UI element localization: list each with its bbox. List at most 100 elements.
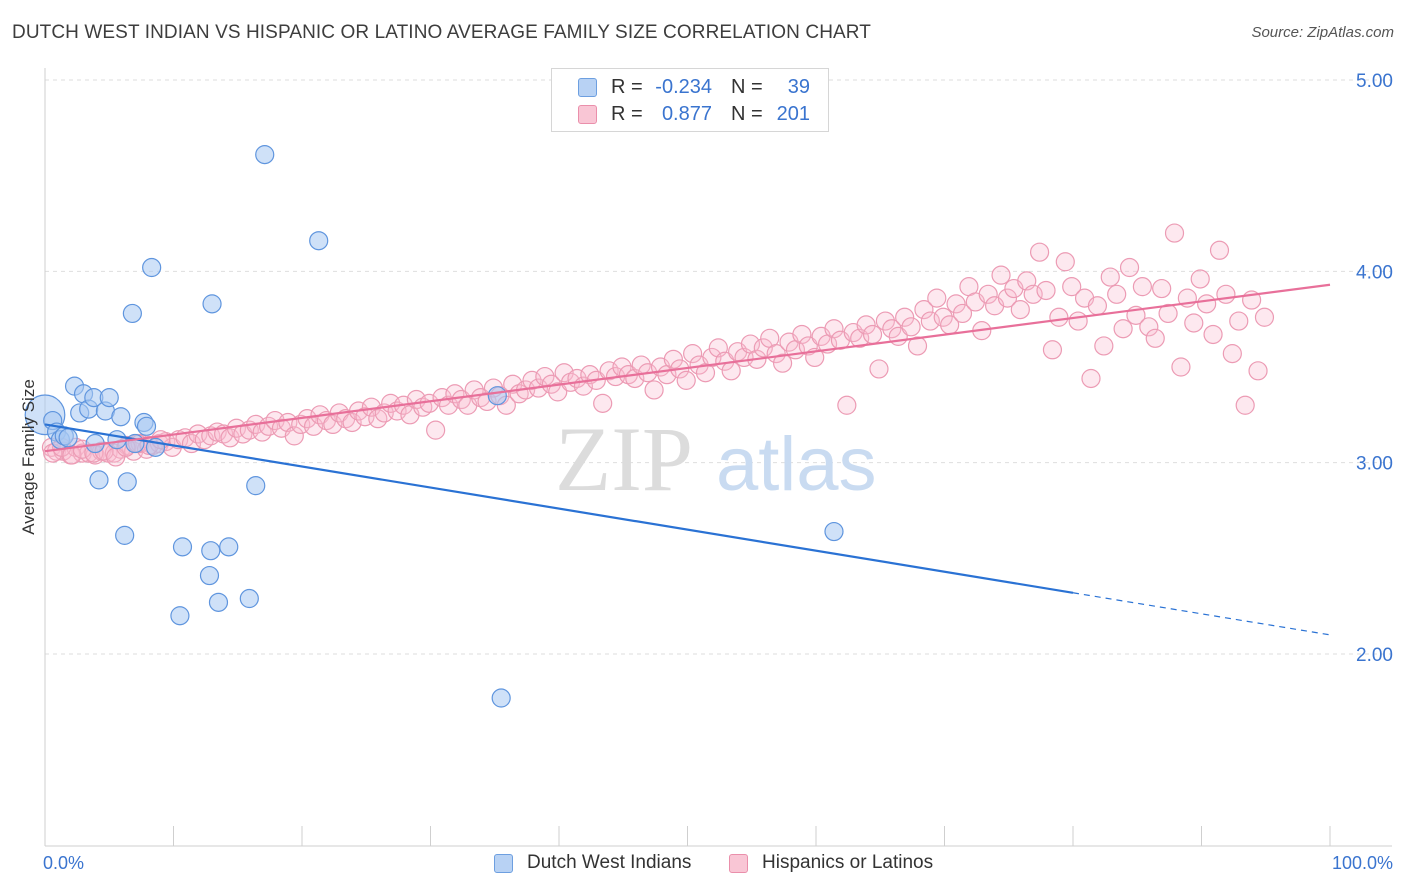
dutch-west-indian-point (172, 537, 193, 557)
hispanic-point (426, 420, 446, 440)
hispanic-point (1042, 340, 1063, 360)
hispanic-point (1152, 278, 1172, 299)
dutch-west-indian-trend-line (44, 423, 1074, 594)
series-legend-label: Hispanics or Latinos (762, 852, 934, 873)
series-swatch-blue (494, 854, 513, 873)
hispanic-point (1158, 303, 1178, 324)
series-swatch-pink (729, 854, 748, 873)
hispanic-point (683, 344, 703, 364)
hispanic-point (702, 347, 722, 368)
hispanic-point (663, 349, 683, 369)
legend-r-value: -0.234 (655, 76, 712, 98)
hispanic-point (997, 288, 1018, 308)
hispanic-point (1068, 311, 1088, 331)
series-legend-label: Dutch West Indians (527, 852, 692, 873)
hispanic-point (1184, 313, 1204, 333)
hispanic-point (548, 382, 568, 402)
dutch-west-indian-point (246, 476, 266, 496)
hispanic-point (1229, 311, 1249, 331)
dutch-west-indian-point (89, 470, 109, 490)
hispanic-point (676, 370, 696, 390)
hispanic-point (1107, 284, 1127, 304)
hispanic-point (1190, 269, 1210, 289)
hispanic-point (991, 265, 1011, 285)
hispanic-point (1222, 344, 1242, 364)
y-axis-label: Average Family Size (19, 379, 38, 535)
hispanic-point (952, 303, 973, 324)
dutch-west-indian-point (201, 541, 221, 561)
hispanic-point (1062, 277, 1082, 297)
watermark-zip: ZIP (555, 408, 693, 510)
source-label: Source: ZipAtlas.com (1251, 24, 1394, 41)
hispanic-point (1132, 277, 1152, 297)
correlation-legend: R = -0.234 N = 39 R = 0.877 N = 201 (551, 68, 829, 132)
legend-n-value: 39 (787, 76, 810, 98)
hispanic-point (772, 353, 793, 373)
hispanic-point (1216, 284, 1236, 304)
dutch-west-indian-point (111, 407, 131, 427)
dutch-west-indian-point (142, 257, 162, 278)
hispanic-point (1055, 252, 1075, 272)
hispanic-point (927, 288, 947, 308)
dutch-west-indian-point (136, 416, 157, 436)
hispanic-point (1023, 284, 1043, 304)
dutch-west-indian-trend-extension (1072, 592, 1331, 636)
legend-n-value: 201 (776, 103, 810, 125)
hispanic-point (920, 311, 940, 331)
hispanic-point (895, 307, 915, 327)
hispanic-point (798, 336, 818, 356)
dutch-west-indian-point (58, 428, 78, 448)
y-tick-label: 3.00 (1356, 454, 1393, 475)
hispanic-point (1235, 395, 1255, 415)
hispanic-point (1248, 361, 1268, 381)
dutch-west-indian-points-layer (24, 145, 844, 708)
watermark-atlas: atlas (716, 422, 877, 507)
hispanic-point (1081, 368, 1101, 389)
hispanic-point (856, 315, 876, 335)
dutch-west-indian-point (122, 303, 142, 324)
hispanic-point (1094, 336, 1114, 356)
hispanic-point (1119, 257, 1140, 278)
hispanic-point (1010, 300, 1030, 320)
hispanic-point (1209, 240, 1230, 260)
dutch-west-indian-point (117, 472, 137, 492)
dutch-west-indian-point (170, 606, 190, 626)
y-tick-label: 5.00 (1356, 71, 1393, 92)
y-tick-label: 2.00 (1356, 645, 1393, 666)
hispanic-point (1113, 319, 1133, 339)
y-tick-label: 4.00 (1356, 262, 1393, 283)
hispanic-point (721, 361, 741, 381)
hispanic-point (1029, 242, 1050, 262)
hispanic-point (1139, 317, 1159, 337)
hispanic-point (284, 426, 304, 446)
legend-n-label: N = (731, 76, 763, 98)
hispanic-point (1171, 357, 1191, 377)
hispanic-point (933, 307, 953, 327)
hispanic-point (1049, 307, 1069, 327)
hispanic-point (1145, 328, 1165, 348)
hispanic-point (907, 336, 928, 356)
dutch-west-indian-point (99, 388, 119, 408)
hispanic-point (644, 380, 664, 400)
hispanic-point (1254, 307, 1275, 327)
hispanic-point (901, 317, 921, 337)
dutch-west-indian-point (491, 688, 511, 708)
dutch-west-indian-point (115, 525, 135, 545)
dutch-west-indian-point (208, 592, 229, 612)
legend-row-dutch-west-indians: R = -0.234 N = 39 (552, 75, 828, 101)
legend-r-value: 0.877 (661, 103, 712, 125)
dutch-west-indian-point (202, 294, 222, 314)
hispanic-point (1087, 296, 1108, 316)
dutch-west-indian-point (107, 430, 127, 450)
hispanic-point (875, 311, 895, 331)
hispanic-point (522, 370, 542, 390)
hispanic-point (862, 324, 883, 345)
hispanic-point (978, 284, 998, 304)
hispanic-point (1036, 280, 1056, 301)
grid-layer: 2.00 3.00 4.00 5.00 (45, 71, 1393, 666)
hispanic-point (220, 428, 240, 448)
hispanic-point (914, 300, 934, 320)
dutch-west-indian-point (239, 588, 259, 609)
hispanic-point (1203, 324, 1223, 345)
